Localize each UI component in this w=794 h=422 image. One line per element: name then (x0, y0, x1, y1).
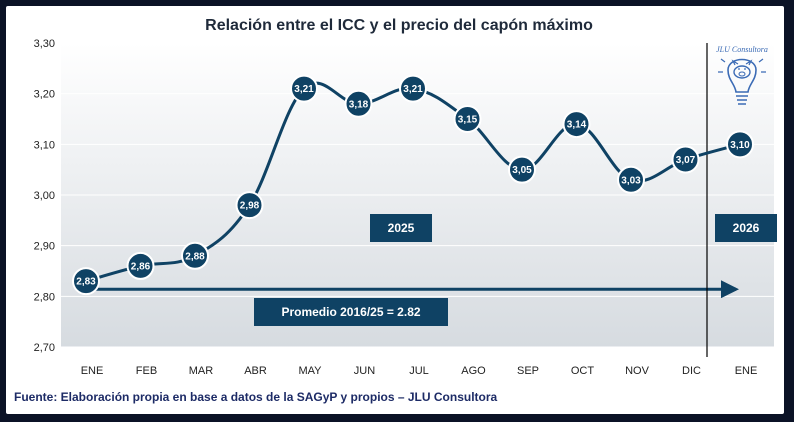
data-point (453, 105, 482, 133)
data-label: 3,03 (621, 175, 641, 186)
year-labels: 2025 2026 (370, 214, 777, 242)
y-tick-label: 3,00 (34, 190, 55, 202)
data-label: 3,18 (349, 99, 369, 110)
year-label: 2026 (733, 221, 760, 235)
x-tick-label: DIC (682, 365, 701, 377)
average-label-box (254, 298, 448, 326)
data-label: 3,07 (676, 155, 696, 166)
x-tick-label: OCT (571, 365, 595, 377)
y-tick-label: 2,80 (34, 291, 55, 303)
data-label: 2,83 (76, 277, 96, 288)
x-tick-label: ENE (81, 365, 104, 377)
y-tick-label: 2,90 (34, 241, 55, 253)
x-tick-label: MAR (189, 365, 214, 377)
data-label: 3,21 (403, 84, 423, 95)
data-point (617, 165, 645, 194)
data-point (344, 89, 373, 118)
x-tick-label: AGO (461, 365, 486, 377)
data-label: 2,88 (185, 251, 205, 262)
chart-card: Relación entre el ICC y el precio del ca… (6, 6, 784, 414)
x-tick-label: ENE (735, 365, 758, 377)
x-tick-label: JUL (409, 365, 429, 377)
source-footnote: Fuente: Elaboración propia en base a dat… (14, 390, 498, 404)
data-point (726, 130, 754, 159)
data-point (290, 74, 318, 103)
x-tick-label: SEP (517, 365, 539, 377)
pig-lightbulb-icon (718, 58, 766, 105)
data-label: 2,86 (131, 261, 151, 272)
data-point (235, 191, 264, 220)
data-point (126, 251, 155, 280)
data-point (181, 241, 209, 270)
data-label: 3,05 (512, 165, 532, 176)
data-point (72, 267, 100, 296)
y-axis-ticks: 2,70 2,80 2,90 3,00 3,10 3,20 3,30 (34, 38, 55, 354)
data-point (508, 155, 536, 184)
y-tick-label: 3,20 (34, 89, 55, 101)
year-label-box (370, 214, 432, 242)
x-tick-label: NOV (625, 365, 650, 377)
jlu-logo: JLU Consultora (716, 45, 768, 105)
line-chart: Relación entre el ICC y el precio del ca… (14, 17, 777, 404)
y-tick-label: 3,10 (34, 139, 55, 151)
year-label-box (715, 214, 777, 242)
data-point (671, 145, 700, 174)
x-tick-label: MAY (298, 365, 322, 377)
data-label: 3,21 (294, 84, 314, 95)
y-tick-label: 3,30 (34, 38, 55, 50)
average-label: Promedio 2016/25 = 2.82 (281, 305, 420, 319)
x-tick-label: ABR (244, 365, 267, 377)
chart-title: Relación entre el ICC y el precio del ca… (205, 17, 593, 34)
logo-text: JLU Consultora (716, 45, 768, 54)
data-markers: 2,83 2,86 2,88 2,98 3,21 3,18 3,21 3,15 3,05 3,14… (72, 74, 754, 296)
data-label: 2,98 (240, 201, 260, 212)
x-tick-label: JUN (354, 365, 375, 377)
data-point (399, 74, 427, 103)
data-label: 3,14 (567, 120, 587, 131)
data-point (562, 110, 591, 139)
data-label: 3,10 (730, 140, 750, 151)
average-line-group: Promedio 2016/25 = 2.82 (86, 280, 739, 326)
x-tick-label: FEB (136, 365, 157, 377)
x-axis-ticks: ENE FEB MAR ABR MAY JUN JUL AGO SEP OCT NOV DIC ENE (81, 365, 758, 377)
y-tick-label: 2,70 (34, 342, 55, 354)
year-label: 2025 (388, 221, 415, 235)
data-label: 3,15 (458, 115, 478, 126)
